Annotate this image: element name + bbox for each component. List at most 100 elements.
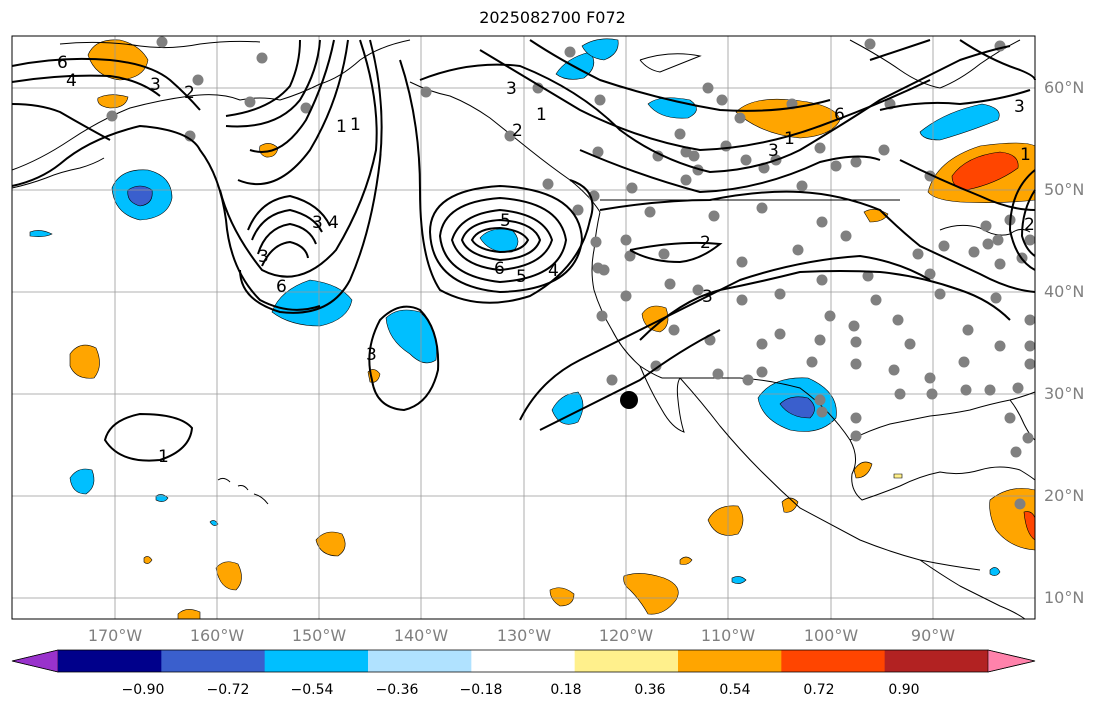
- lon-label-130: 130°W: [496, 626, 552, 645]
- station-dot: [572, 204, 584, 216]
- station-dot: [702, 82, 714, 94]
- station-dot: [756, 338, 768, 350]
- shade-cyan: [551, 391, 584, 425]
- station-dot: [830, 160, 842, 172]
- colorbar-segment: [574, 650, 679, 672]
- station-dot: [862, 270, 874, 282]
- station-dot: [712, 368, 724, 380]
- shade-cyan: [479, 228, 519, 253]
- shade-blue: [779, 396, 815, 419]
- shade-orange: [549, 587, 575, 607]
- contour-label: 4: [66, 71, 77, 91]
- colorbar-tick: 0.90: [888, 682, 920, 698]
- contour-label: 4: [548, 261, 559, 281]
- contours: [11, 39, 1036, 462]
- shade-cyan: [731, 576, 747, 584]
- station-dot: [878, 144, 890, 156]
- shade-orange: [853, 461, 873, 479]
- island: [639, 53, 702, 73]
- station-dot: [504, 130, 516, 142]
- station-dot: [774, 328, 786, 340]
- station-dot: [300, 102, 312, 114]
- station-dot: [984, 384, 996, 396]
- station-dot: [244, 96, 256, 108]
- station-dot: [982, 238, 994, 250]
- station-dot: [680, 174, 692, 186]
- station-dot: [958, 356, 970, 368]
- station-dot: [894, 388, 906, 400]
- station-dot: [938, 240, 950, 252]
- station-dot: [590, 236, 602, 248]
- station-dot: [850, 336, 862, 348]
- colorbar-segment: [161, 650, 266, 672]
- colorbar-extend-low: [11, 649, 59, 673]
- lat-label-30: 30°N: [1044, 384, 1085, 403]
- alaska-coast: [11, 39, 411, 171]
- hudson-bay: [849, 39, 1021, 89]
- lat-label-40: 40°N: [1044, 282, 1085, 301]
- contour-label: 3: [366, 345, 377, 365]
- colorbar-tick: −0.36: [375, 682, 419, 698]
- station-dot: [1010, 446, 1022, 458]
- lon-label-140: 140°W: [393, 626, 449, 645]
- lat-label-20: 20°N: [1044, 486, 1085, 505]
- station-dot: [814, 142, 826, 154]
- colorbar-tick: −0.90: [121, 682, 165, 698]
- station-dot: [980, 220, 992, 232]
- station-dot: [650, 360, 662, 372]
- central-america: [919, 559, 1026, 620]
- gulf-north: [849, 391, 1036, 441]
- station-dot: [912, 248, 924, 260]
- station-dot: [994, 340, 1006, 352]
- station-dot: [1024, 358, 1036, 370]
- station-dot: [652, 150, 664, 162]
- station-dot: [598, 264, 610, 276]
- shade-orange: [893, 473, 903, 479]
- station-dot: [192, 74, 204, 86]
- contour-label: 4: [328, 213, 339, 233]
- contour-label: 3: [312, 213, 323, 233]
- colorbar-segment: [58, 650, 162, 672]
- station-dot: [816, 274, 828, 286]
- station-dot: [542, 178, 554, 190]
- station-dot: [850, 430, 862, 442]
- station-dot: [1022, 432, 1034, 444]
- plot-area: [12, 36, 1035, 619]
- colorbar-extend-high: [987, 649, 1036, 673]
- lon-label-90: 90°W: [910, 626, 956, 645]
- station-dot: [156, 36, 168, 48]
- gulf-coast: [849, 439, 1036, 501]
- station-dot: [256, 52, 268, 64]
- station-dot: [740, 154, 752, 166]
- contour-label: 2: [700, 233, 711, 253]
- station-dot: [692, 284, 704, 296]
- contour-label: 1: [784, 129, 795, 149]
- station-dot: [664, 278, 676, 290]
- contour-label: 1: [158, 447, 169, 467]
- contour-label: 3: [702, 287, 713, 307]
- station-dot: [792, 244, 804, 256]
- station-dot: [934, 288, 946, 300]
- shade-cyan: [385, 309, 437, 364]
- hawaii: [217, 477, 269, 505]
- station-dot: [532, 82, 544, 94]
- contour-label: 1: [336, 117, 347, 137]
- lon-label-150: 150°W: [291, 626, 347, 645]
- station-dot: [720, 140, 732, 152]
- shade-orange: [679, 556, 693, 565]
- contour-label: 3: [150, 75, 161, 95]
- station-dot: [420, 86, 432, 98]
- station-dot: [814, 394, 826, 406]
- station-dot: [840, 230, 852, 242]
- shade-cyan: [29, 230, 53, 237]
- shade-orange: [623, 573, 679, 615]
- contour-label: 1: [536, 105, 547, 125]
- station-dot: [620, 290, 632, 302]
- shade-cyan: [989, 567, 1001, 576]
- station-dot: [674, 128, 686, 140]
- station-dot: [756, 202, 768, 214]
- contour-label: 3: [1014, 97, 1025, 117]
- map-title: 2025082700 F072: [479, 8, 626, 27]
- station-dot: [824, 310, 836, 322]
- shade-orange: [781, 497, 799, 513]
